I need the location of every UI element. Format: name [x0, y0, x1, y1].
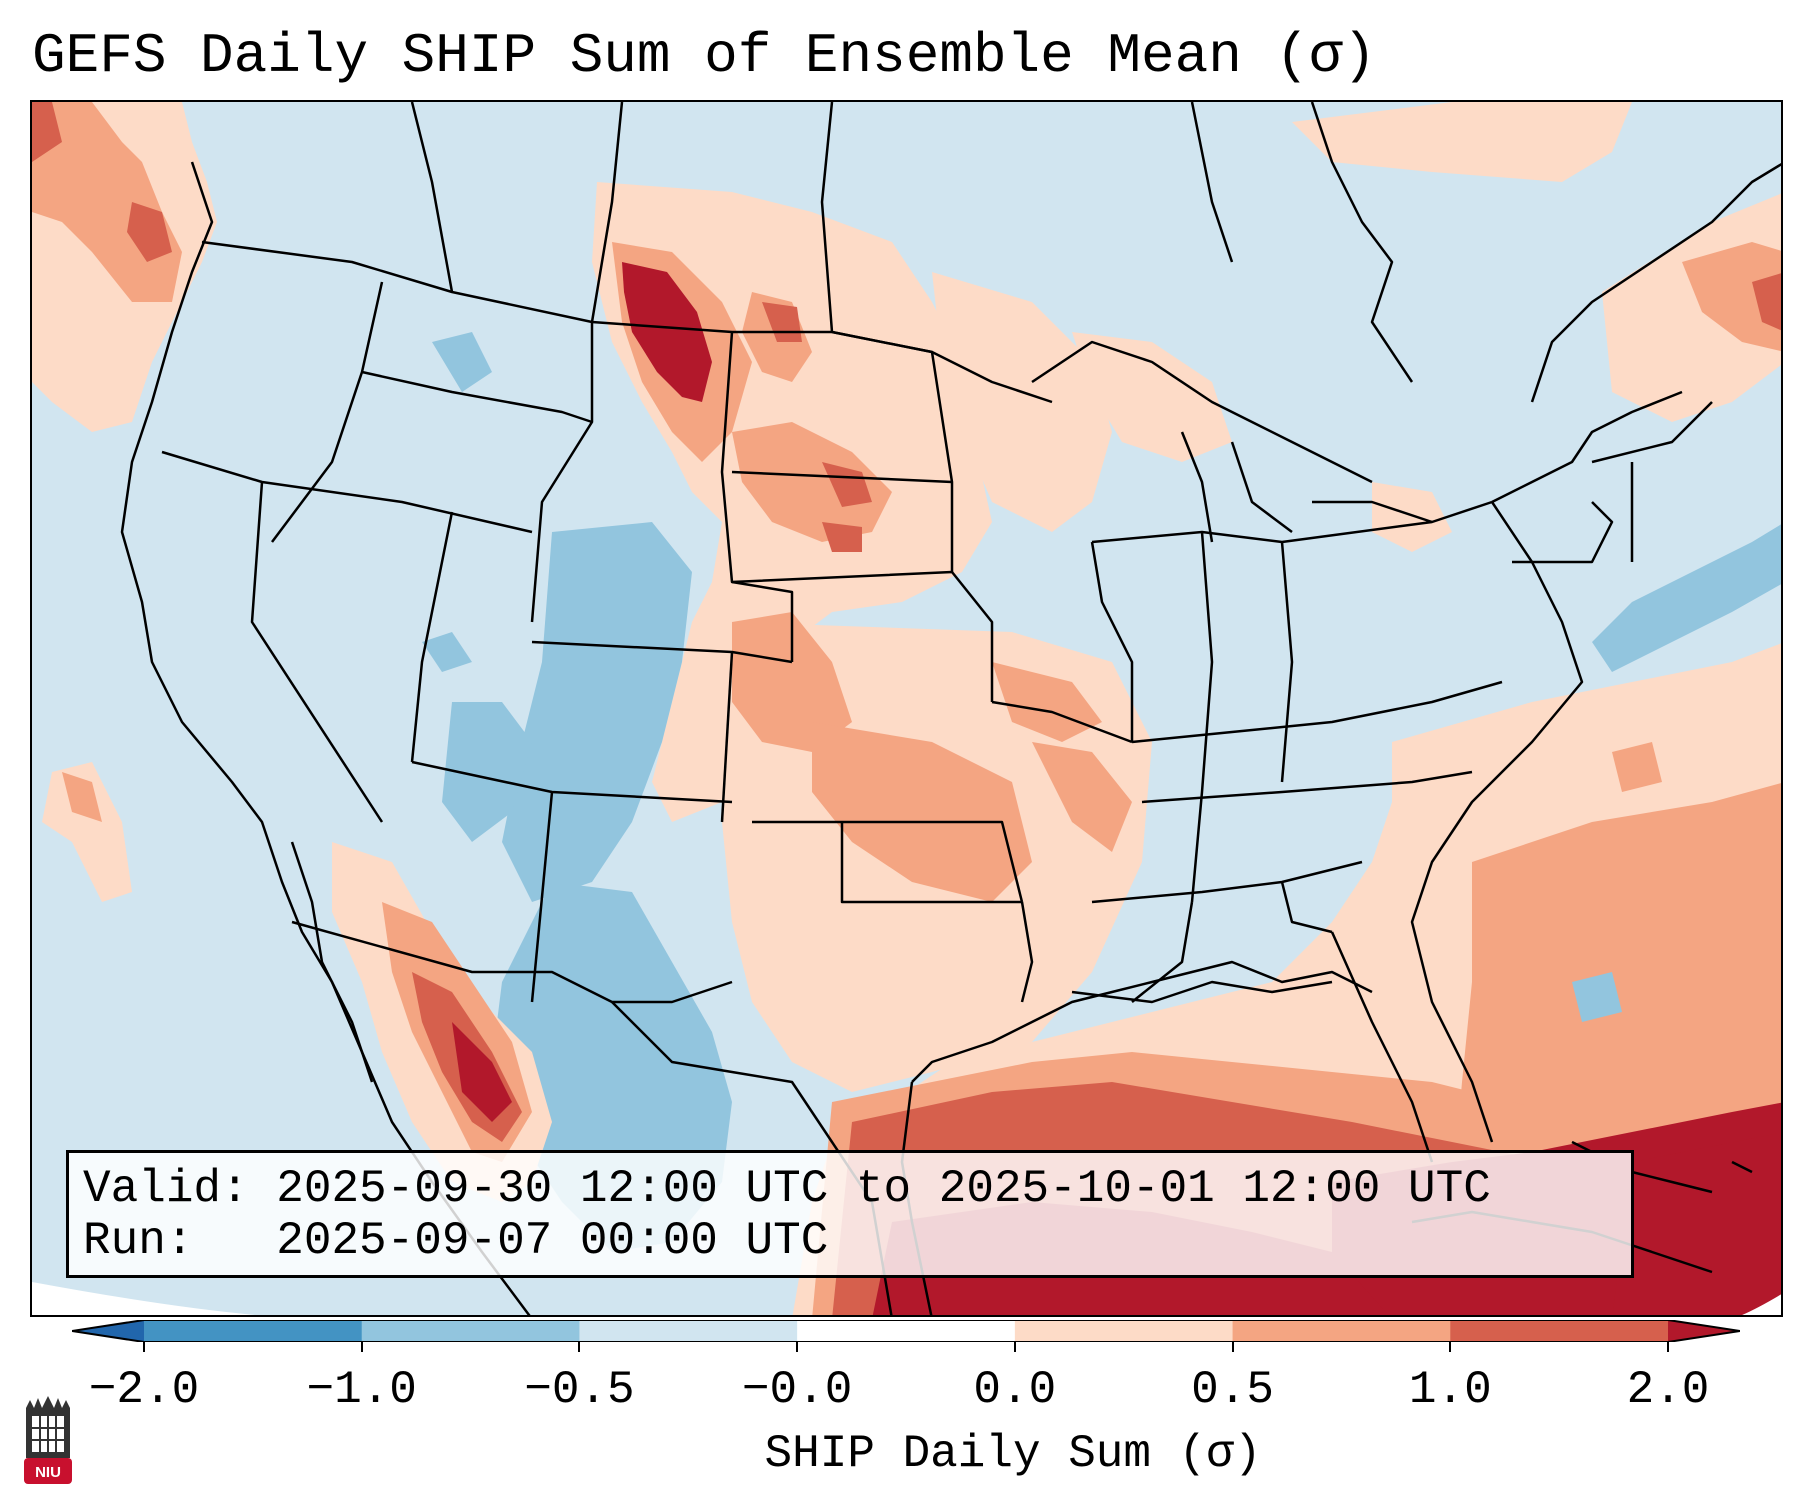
colorbar-tick-label: −1.0	[306, 1364, 417, 1416]
colorbar-bin	[797, 1320, 1016, 1342]
anomaly-region-northern-plains	[592, 182, 992, 822]
university-logo-icon: NIU	[24, 1396, 72, 1484]
colorbar-bins	[72, 1320, 1740, 1342]
anomaly-region-atlantic-cool	[1572, 524, 1781, 1022]
colorbar-bin	[1450, 1320, 1669, 1342]
colorbar-tick-label: −2.0	[88, 1364, 200, 1416]
anomaly-region-pacific-nw	[32, 102, 217, 902]
valid-line: Valid: 2025-09-30 12:00 UTC to 2025-10-0…	[83, 1163, 1491, 1215]
colorbar-bin	[361, 1320, 580, 1342]
colorbar-tick-mark	[578, 1342, 581, 1352]
colorbar-tick-mark	[1449, 1342, 1452, 1352]
colorbar-tick-mark	[143, 1342, 145, 1352]
colorbar-tick-label: 1.0	[1408, 1364, 1492, 1416]
colorbar-tick-label: −0.5	[524, 1364, 635, 1416]
map-panel	[30, 100, 1783, 1317]
anomaly-region-upper-midwest	[932, 102, 1781, 552]
colorbar-bin	[72, 1320, 144, 1342]
valid-time-box: Valid: 2025-09-30 12:00 UTC to 2025-10-0…	[66, 1150, 1634, 1278]
colorbar-bin	[1014, 1320, 1234, 1342]
logo-text: NIU	[35, 1464, 61, 1481]
colorbar-tick-mark	[1231, 1342, 1234, 1352]
run-line: Run: 2025-09-07 00:00 UTC	[83, 1215, 829, 1267]
chart-title: GEFS Daily SHIP Sum of Ensemble Mean (σ)	[32, 24, 1377, 88]
colorbar-bin	[144, 1320, 363, 1342]
colorbar-label: SHIP Daily Sum (σ)	[764, 1428, 1262, 1480]
colorbar-tick-mark	[1013, 1342, 1016, 1352]
colorbar-tick-label: −0.0	[741, 1364, 853, 1416]
state-borders	[120, 102, 1781, 1315]
projection-edge	[32, 1282, 256, 1315]
colorbar	[72, 1320, 1740, 1342]
colorbar-bin	[1668, 1320, 1740, 1342]
colorbar-bin	[1232, 1320, 1451, 1342]
anomaly-region-west-mexico	[332, 842, 552, 1202]
colorbar-tick-mark	[360, 1342, 363, 1352]
shaded-map	[32, 102, 1781, 1315]
colorbar-bin	[579, 1320, 798, 1342]
colorbar-tick-mark	[796, 1342, 799, 1352]
colorbar-tick-mark	[1667, 1342, 1669, 1352]
colorbar-tick-label: 0.0	[973, 1364, 1057, 1416]
projection-edge-right	[1742, 1294, 1781, 1315]
anomaly-region-southern-plains	[722, 612, 1152, 1092]
colorbar-tick-label: 0.5	[1191, 1364, 1274, 1416]
colorbar-tick-label: 2.0	[1626, 1364, 1710, 1416]
